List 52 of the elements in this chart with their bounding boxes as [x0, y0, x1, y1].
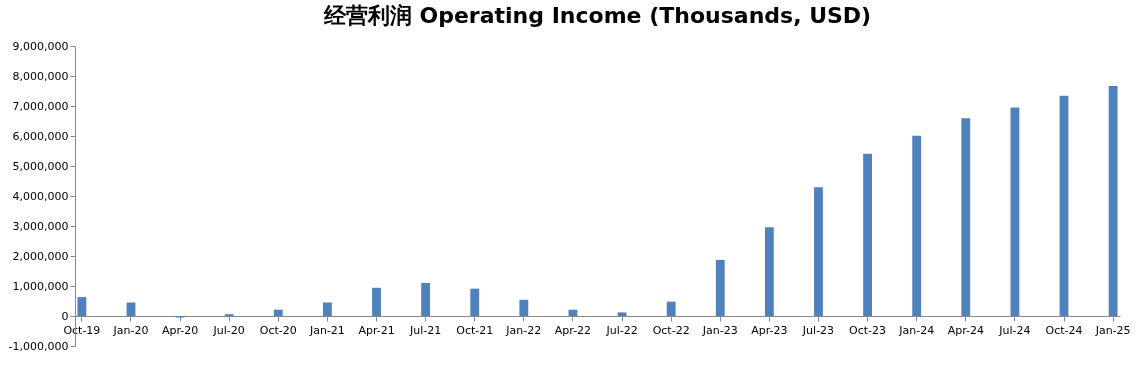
- y-tick-label: 2,000,000: [12, 249, 69, 263]
- bar: [77, 297, 87, 316]
- bar: [1010, 107, 1020, 316]
- y-tick-label: 7,000,000: [12, 99, 69, 113]
- x-tick-label: Apr-24: [947, 323, 984, 337]
- bar: [372, 287, 381, 316]
- bar: [1059, 95, 1069, 316]
- x-tick-label: Apr-23: [751, 323, 788, 337]
- x-tick-label: Jan-23: [701, 323, 738, 337]
- y-tick-label: 5,000,000: [12, 159, 69, 173]
- bar: [863, 153, 873, 316]
- bar: [814, 187, 823, 316]
- bar: [715, 259, 725, 316]
- x-tick-label: Apr-22: [554, 323, 592, 337]
- bar: [961, 118, 971, 316]
- y-tick-label: 6,000,000: [12, 129, 69, 143]
- y-tick-label: 0: [61, 309, 69, 323]
- x-tick-label: Oct-23: [849, 323, 887, 337]
- y-tick-label: 1,000,000: [12, 279, 69, 293]
- bar: [421, 283, 431, 316]
- y-tick-label: 9,000,000: [12, 39, 69, 53]
- x-tick-label: Oct-22: [652, 323, 690, 337]
- x-tick-label: Oct-24: [1045, 323, 1083, 337]
- y-tick-label: 8,000,000: [12, 69, 69, 83]
- x-tick-label: Jan-22: [505, 323, 542, 337]
- x-tick-label: Oct-20: [259, 323, 297, 337]
- bar: [322, 302, 332, 316]
- bar: [617, 312, 627, 316]
- x-tick-label: Oct-21: [456, 323, 494, 337]
- y-tick-label: 4,000,000: [12, 189, 69, 203]
- x-tick-label: Oct-19: [63, 323, 101, 337]
- x-tick-label: Jan-25: [1094, 323, 1131, 337]
- x-tick-label: Jul-23: [801, 323, 835, 337]
- x-tick-label: Jul-21: [409, 323, 442, 337]
- bar: [764, 227, 774, 316]
- bar: [912, 135, 922, 316]
- x-tick-label: Jan-20: [112, 323, 149, 337]
- chart-title: 经营利润 Operating Income (Thousands, USD): [322, 3, 872, 28]
- bar: [470, 288, 480, 316]
- bar: [519, 299, 529, 316]
- bar: [1108, 85, 1118, 316]
- x-tick-label: Jul-24: [998, 323, 1031, 337]
- bar: [273, 309, 283, 316]
- x-tick-label: Apr-20: [161, 323, 199, 337]
- y-tick-label: 3,000,000: [12, 219, 69, 233]
- x-tick-label: Jul-20: [212, 323, 245, 337]
- x-tick-label: Jul-22: [605, 323, 638, 337]
- y-tick-label: -1,000,000: [8, 339, 69, 353]
- x-tick-label: Jan-24: [898, 323, 935, 337]
- x-tick-label: Jan-21: [308, 323, 345, 337]
- x-tick-label: Apr-21: [358, 323, 395, 337]
- bar: [666, 301, 676, 316]
